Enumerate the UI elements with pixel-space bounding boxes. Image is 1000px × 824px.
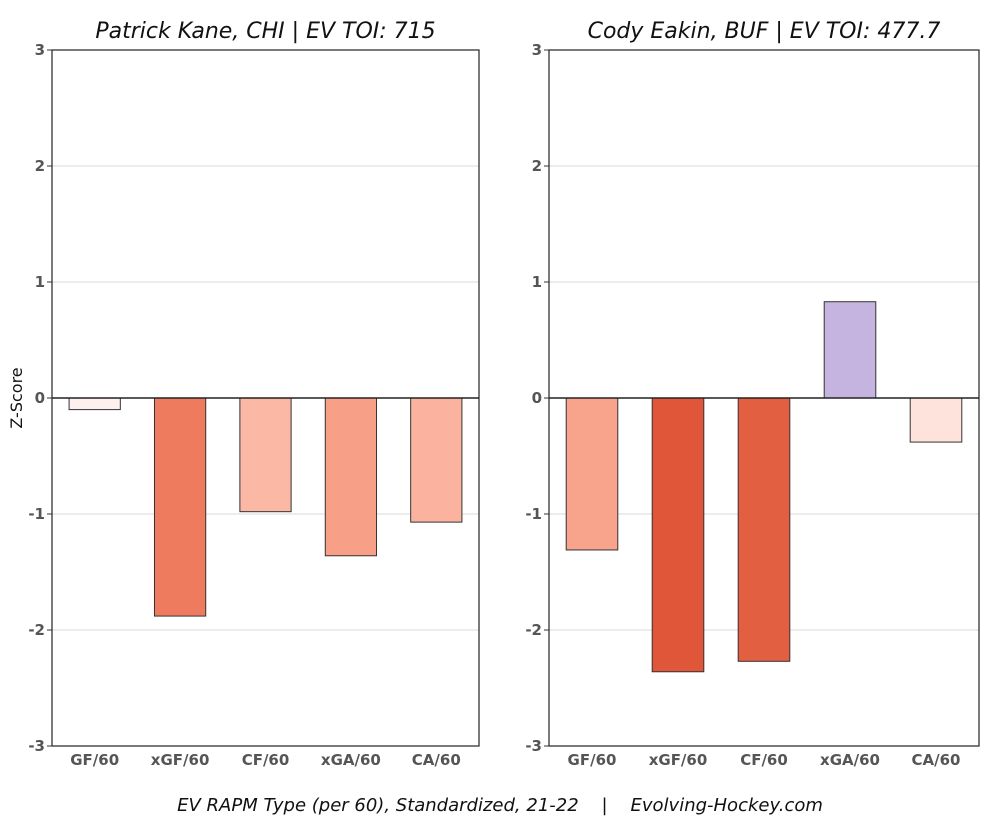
bar-cf-60 — [737, 397, 791, 662]
x-tick-label: GF/60 — [70, 751, 119, 769]
y-tick-label: -3 — [525, 737, 542, 755]
x-tick-label: CA/60 — [912, 751, 961, 769]
bar-gf-60 — [565, 397, 619, 551]
chart-panel-2: GF/60 xGF/60 CF/60 xGA/60 CA/60 3 2 1 0 -1 -2 -3 Cod… — [525, 19, 980, 769]
bar-ca-60 — [410, 397, 463, 523]
y-tick-label: 1 — [532, 273, 542, 291]
y-tick-label: -1 — [28, 505, 45, 523]
x-tick-label: CF/60 — [740, 751, 788, 769]
chart-panel-1: GF/60 xGF/60 CF/60 xGA/60 CA/60 3 2 1 0 -1 -2 -3 Pat… — [28, 19, 480, 769]
x-tick-label: CF/60 — [242, 751, 290, 769]
x-tick-label: xGA/60 — [820, 751, 880, 769]
bar-xga-60 — [823, 301, 877, 399]
y-tick-label: 3 — [35, 41, 45, 59]
y-tick-label: 0 — [35, 389, 45, 407]
bar-xga-60 — [324, 397, 378, 557]
bar-ca-60 — [909, 397, 963, 443]
x-tick-label: CA/60 — [412, 751, 461, 769]
y-tick-label: 3 — [532, 41, 542, 59]
y-tick-label: 0 — [532, 389, 542, 407]
bar-xgf-60 — [651, 397, 705, 673]
y-tick-label: 2 — [532, 157, 542, 175]
y-tick-label: -2 — [28, 621, 45, 639]
bar-cf-60 — [239, 397, 292, 513]
bar-xgf-60 — [153, 397, 207, 617]
figure-caption: EV RAPM Type (per 60), Standardized, 21-… — [177, 795, 823, 816]
panel-title: Cody Eakin, BUF | EV TOI: 477.7 — [588, 19, 941, 44]
x-tick-label: GF/60 — [568, 751, 617, 769]
x-tick-label: xGF/60 — [649, 751, 708, 769]
y-tick-label: -2 — [525, 621, 542, 639]
y-axis-title: Z-Score — [7, 367, 26, 428]
x-tick-label: xGF/60 — [151, 751, 210, 769]
y-tick-label: -3 — [28, 737, 45, 755]
bar-gf-60 — [68, 397, 121, 411]
y-tick-label: 1 — [35, 273, 45, 291]
y-tick-label: -1 — [525, 505, 542, 523]
y-tick-label: 2 — [35, 157, 45, 175]
x-tick-label: xGA/60 — [321, 751, 381, 769]
panel-title: Patrick Kane, CHI | EV TOI: 715 — [95, 19, 435, 44]
